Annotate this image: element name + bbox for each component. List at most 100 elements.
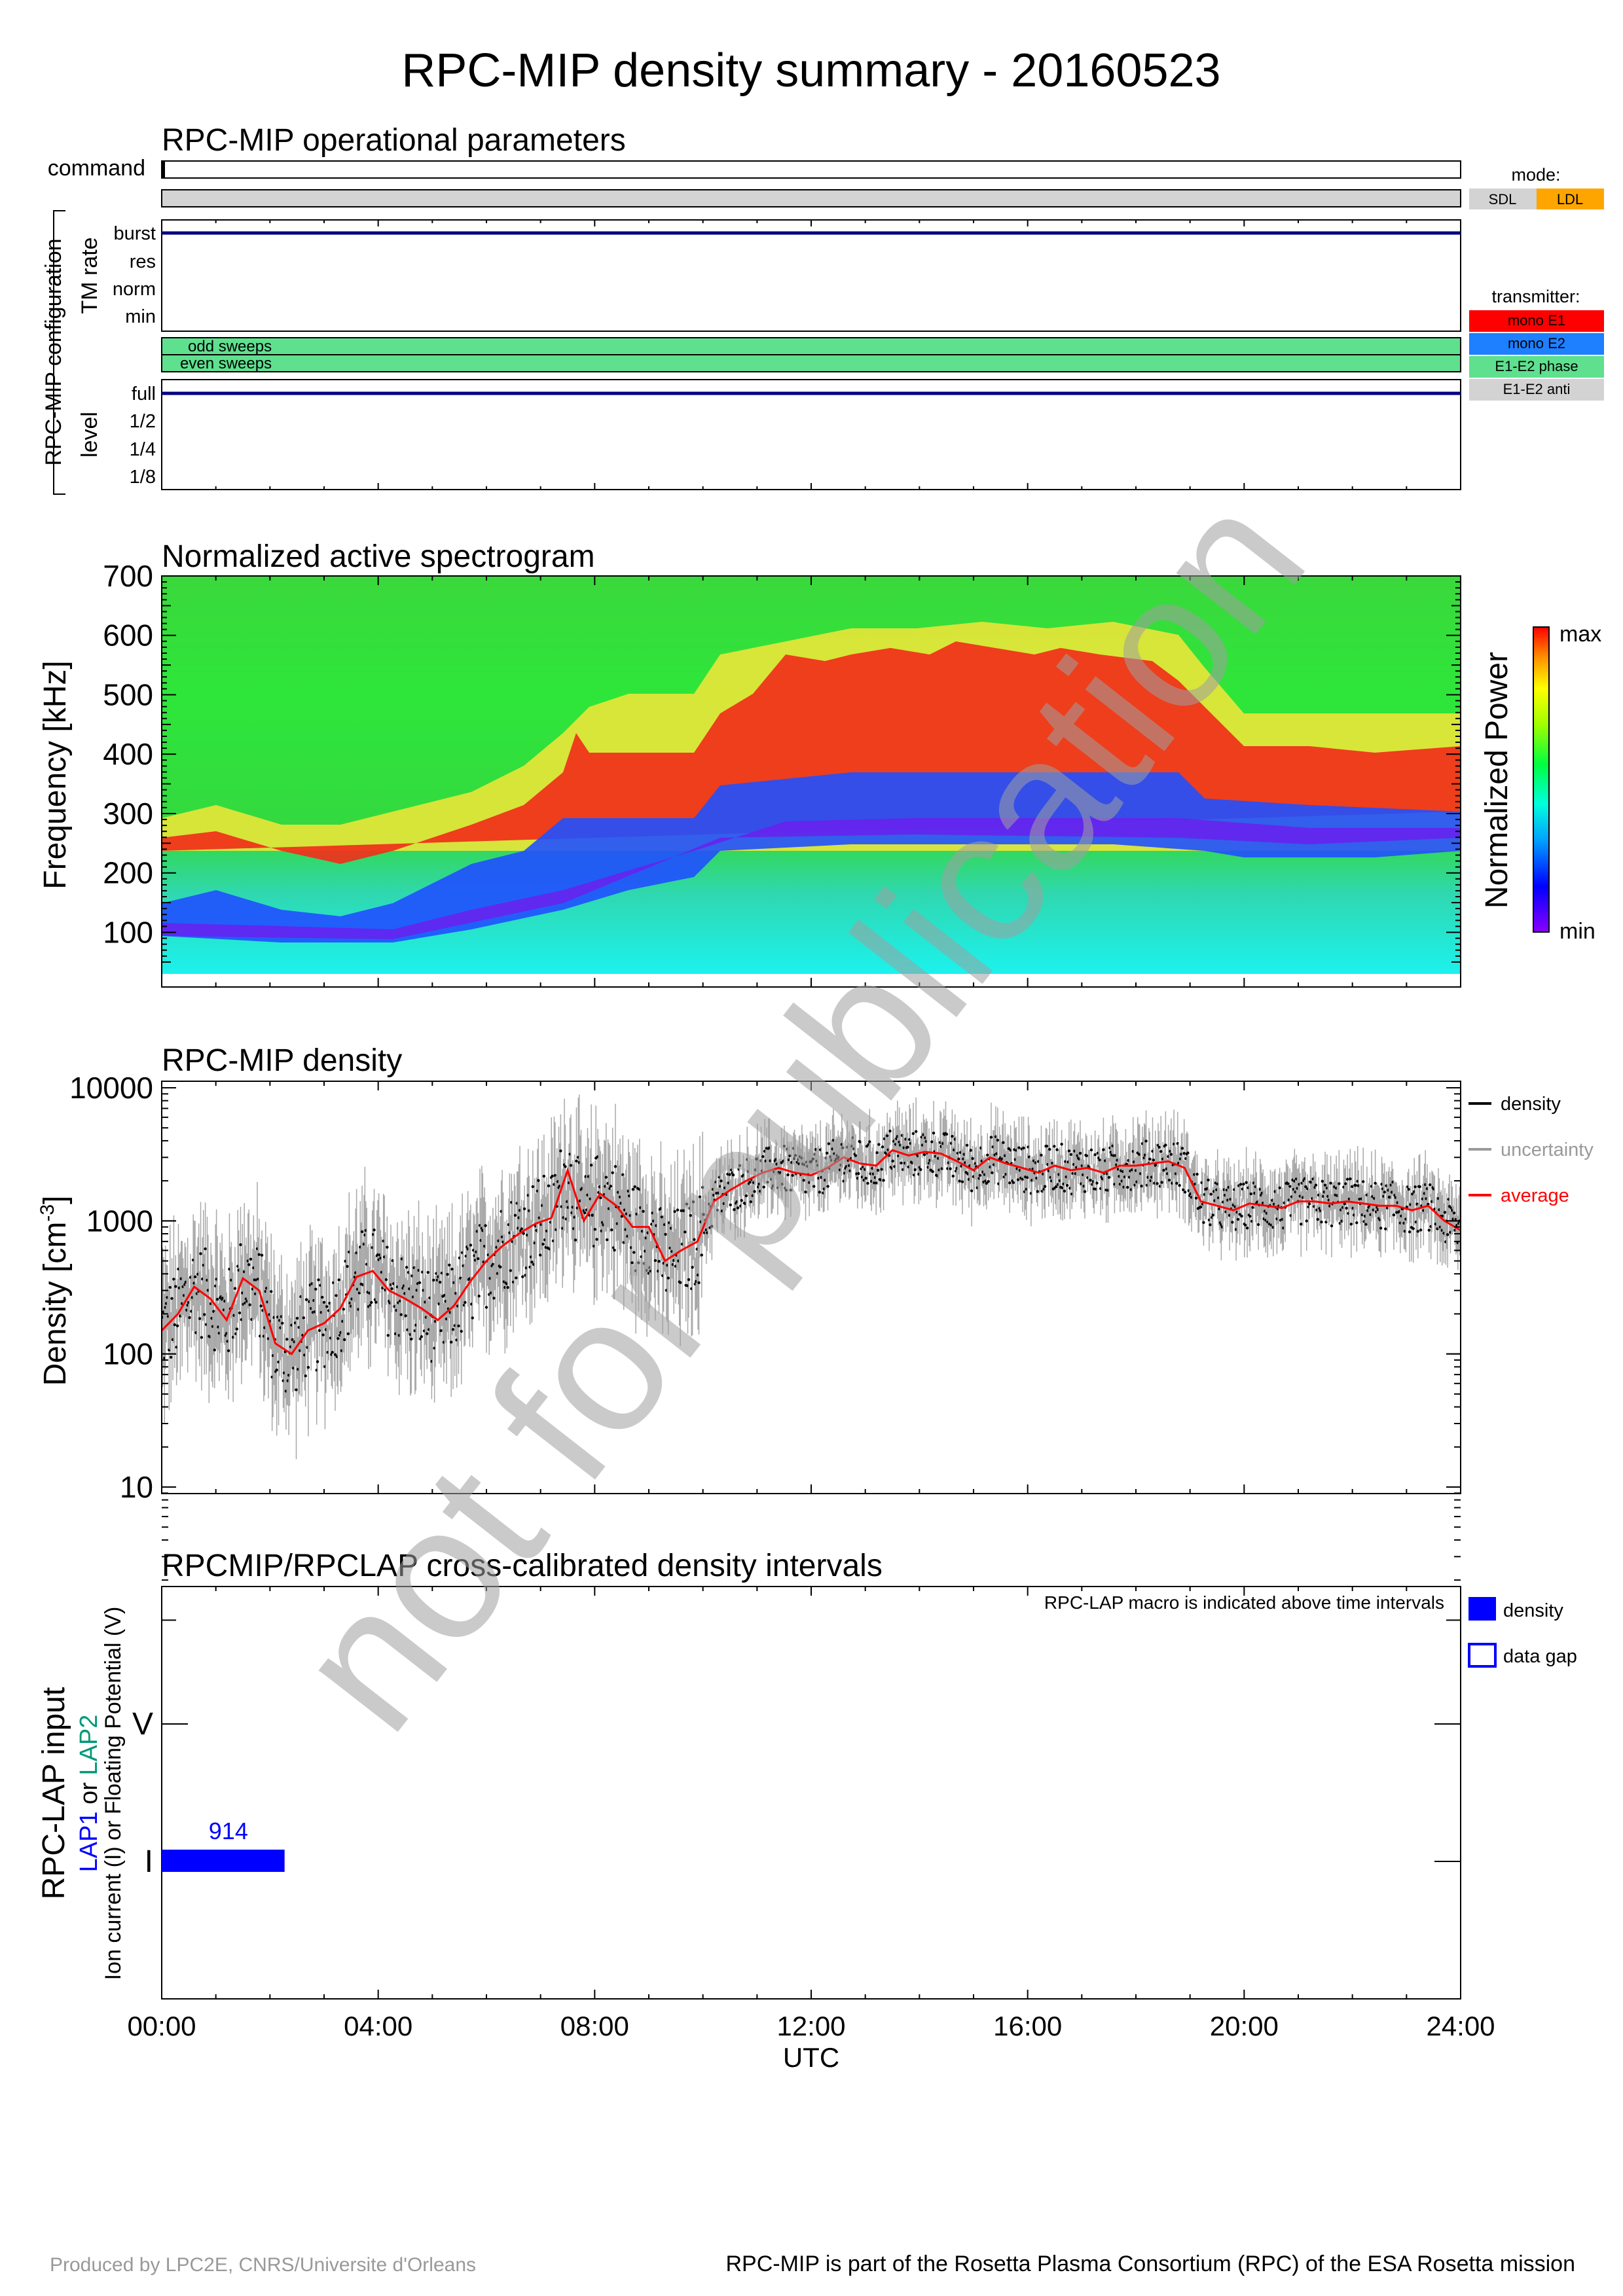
density-ylabel-main: Density [cm bbox=[38, 1222, 73, 1386]
density-point-190 bbox=[337, 1336, 340, 1340]
utc-tick-label-2: 08:00 bbox=[560, 2011, 629, 2041]
density-point-957 bbox=[1048, 1147, 1051, 1151]
spectrogram-time-ticks bbox=[161, 576, 1461, 987]
density-point-810 bbox=[911, 1132, 915, 1136]
density-point-486 bbox=[611, 1171, 614, 1174]
density-point-36 bbox=[193, 1275, 197, 1279]
density-point-479 bbox=[604, 1175, 608, 1179]
density-point-108 bbox=[260, 1253, 264, 1257]
level-ticks: full 1/2 1/4 1/8 bbox=[130, 384, 156, 488]
lap-legend-density-swatch bbox=[1468, 1597, 1496, 1621]
lap-ylabel-main: RPC-LAP input bbox=[37, 1687, 71, 1900]
density-point-1154 bbox=[1231, 1221, 1234, 1224]
density-point-519 bbox=[642, 1210, 645, 1213]
density-point-1216 bbox=[1288, 1185, 1292, 1188]
density-point-692 bbox=[802, 1179, 805, 1182]
spectrogram-violet-band bbox=[162, 818, 1461, 939]
density-point-1234 bbox=[1305, 1219, 1308, 1223]
command-bar-tick bbox=[162, 161, 165, 178]
mode-ldl-swatch bbox=[1537, 188, 1604, 209]
density-point-231 bbox=[374, 1300, 378, 1304]
density-point-1011 bbox=[1098, 1158, 1101, 1162]
density-point-929 bbox=[1022, 1146, 1025, 1150]
freq-tick-label-200: 200 bbox=[103, 856, 153, 890]
tx-mono-e2-swatch bbox=[1469, 333, 1604, 355]
density-point-973 bbox=[1063, 1189, 1067, 1193]
density-point-980 bbox=[1069, 1153, 1073, 1157]
density-point-718 bbox=[826, 1185, 830, 1188]
lap-ylabel-probes: LAP1 or LAP2 bbox=[75, 1715, 103, 1873]
density-scatter bbox=[162, 1094, 1461, 1460]
lap-legend-gap-swatch bbox=[1468, 1643, 1497, 1668]
density-tick-label-3: 10000 bbox=[69, 1071, 153, 1105]
density-point-970 bbox=[1060, 1142, 1063, 1146]
density-point-868 bbox=[965, 1143, 969, 1147]
density-point-1130 bbox=[1209, 1223, 1212, 1227]
spectrogram-blue-band bbox=[162, 772, 1461, 942]
density-point-584 bbox=[702, 1213, 705, 1216]
density-point-514 bbox=[637, 1261, 640, 1265]
density-point-872 bbox=[969, 1149, 972, 1152]
density-point-175 bbox=[322, 1300, 326, 1304]
lap-ylabel-lap1: LAP1 bbox=[75, 1811, 103, 1872]
density-point-1169 bbox=[1245, 1181, 1248, 1184]
density-point-349 bbox=[484, 1224, 487, 1227]
tx-anti-swatch bbox=[1469, 379, 1604, 401]
density-point-573 bbox=[691, 1200, 695, 1204]
config-group-label: RPC-MIP configuration bbox=[41, 238, 66, 465]
density-point-964 bbox=[1054, 1185, 1058, 1189]
density-point-145 bbox=[295, 1388, 298, 1391]
density-point-761 bbox=[866, 1181, 869, 1185]
density-point-907 bbox=[1002, 1141, 1005, 1144]
mode-sdl-label: SDL bbox=[1489, 191, 1517, 207]
density-point-1088 bbox=[1169, 1153, 1173, 1156]
density-point-1041 bbox=[1126, 1185, 1129, 1189]
density-point-1168 bbox=[1244, 1223, 1247, 1227]
density-point-1318 bbox=[1383, 1191, 1386, 1194]
density-point-187 bbox=[333, 1353, 337, 1356]
density-point-853 bbox=[951, 1174, 955, 1178]
density-point-1097 bbox=[1178, 1183, 1181, 1187]
density-point-1287 bbox=[1354, 1184, 1358, 1187]
density-point-42 bbox=[199, 1252, 202, 1255]
utc-tick-label-5: 20:00 bbox=[1210, 2011, 1279, 2041]
utc-axis-labels: 00:00 04:00 08:00 12:00 16:00 20:00 24:00 bbox=[127, 2011, 1495, 2041]
lap-interval-bar bbox=[162, 1850, 285, 1872]
density-point-1288 bbox=[1355, 1221, 1359, 1225]
density-point-1061 bbox=[1144, 1139, 1148, 1143]
spectrogram-y-ticks: 100 200 300 400 500 600 700 bbox=[103, 559, 1461, 963]
density-point-1356 bbox=[1418, 1185, 1421, 1189]
density-point-773 bbox=[877, 1143, 881, 1146]
density-point-411 bbox=[541, 1242, 545, 1246]
density-point-635 bbox=[749, 1200, 753, 1204]
density-point-96 bbox=[249, 1257, 253, 1261]
density-point-473 bbox=[599, 1196, 602, 1200]
lap-interval-macro: 914 bbox=[209, 1818, 248, 1844]
density-point-1106 bbox=[1186, 1151, 1190, 1155]
density-point-860 bbox=[958, 1179, 961, 1183]
density-point-536 bbox=[657, 1260, 661, 1263]
utc-axis-label: UTC bbox=[783, 2042, 839, 2073]
density-point-196 bbox=[342, 1308, 345, 1311]
density-point-200 bbox=[346, 1265, 349, 1268]
density-point-166 bbox=[314, 1287, 318, 1291]
density-point-1164 bbox=[1240, 1214, 1243, 1218]
density-panel: RPC-MIP density 10 100 1000 10000 Density [… bbox=[37, 1043, 1594, 1621]
tm-tick-min: min bbox=[125, 306, 156, 327]
density-point-1214 bbox=[1286, 1182, 1290, 1185]
density-point-1388 bbox=[1448, 1205, 1451, 1208]
density-point-1116 bbox=[1195, 1172, 1199, 1176]
density-point-703 bbox=[812, 1185, 816, 1188]
density-point-286 bbox=[426, 1332, 429, 1335]
density-point-1345 bbox=[1408, 1230, 1412, 1234]
density-point-400 bbox=[531, 1185, 535, 1189]
density-point-782 bbox=[886, 1134, 889, 1138]
density-point-95 bbox=[248, 1303, 251, 1306]
density-point-763 bbox=[868, 1140, 871, 1143]
density-point-634 bbox=[748, 1180, 752, 1184]
density-point-683 bbox=[793, 1154, 797, 1157]
density-point-1078 bbox=[1160, 1181, 1163, 1184]
tx-phase-swatch bbox=[1469, 356, 1604, 378]
density-point-566 bbox=[685, 1202, 689, 1206]
density-point-156 bbox=[304, 1298, 308, 1301]
